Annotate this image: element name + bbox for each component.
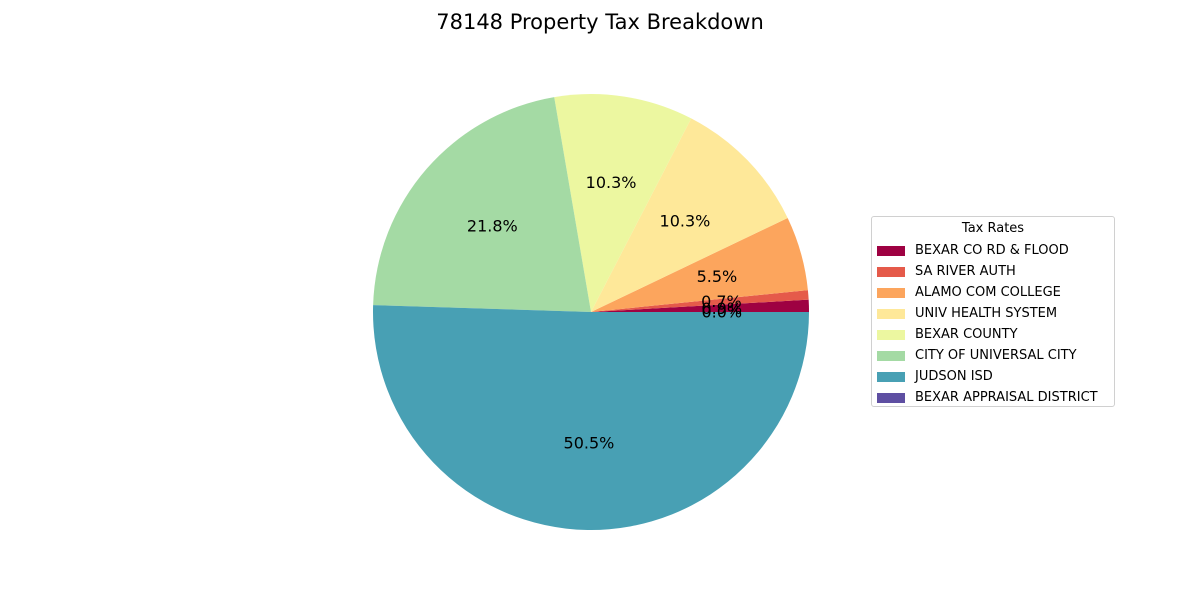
slice-label-univ-health-system: 10.3%: [660, 211, 711, 230]
legend-label: CITY OF UNIVERSAL CITY: [915, 348, 1077, 363]
pie-slice-judson-isd: [373, 305, 809, 531]
pie-slice-univ-health-system: [591, 118, 788, 312]
chart-title: 78148 Property Tax Breakdown: [436, 10, 764, 34]
legend-swatch: [877, 245, 905, 256]
pie-slice-alamo-com-college: [591, 217, 808, 312]
legend-label: BEXAR COUNTY: [915, 327, 1018, 342]
legend-label: UNIV HEALTH SYSTEM: [915, 306, 1058, 321]
legend-item-judson-isd: JUDSON ISD: [872, 366, 1114, 387]
pie-slice-sa-river-auth: [591, 290, 809, 312]
slice-label-sa-river-auth: 0.7%: [701, 292, 742, 311]
legend: Tax Rates BEXAR CO RD & FLOOD SA RIVER AU…: [871, 216, 1115, 407]
legend-swatch: [877, 266, 905, 277]
slice-label-judson-isd: 50.5%: [564, 433, 615, 452]
legend-item-city-of-universal-city: CITY OF UNIVERSAL CITY: [872, 345, 1114, 366]
pie-slice-bexar-co-rd-flood: [591, 299, 809, 312]
legend-item-univ-health-system: UNIV HEALTH SYSTEM: [872, 303, 1114, 324]
legend-item-alamo-com-college: ALAMO COM COLLEGE: [872, 282, 1114, 303]
slice-label-alamo-com-college: 5.5%: [697, 267, 738, 286]
legend-label: ALAMO COM COLLEGE: [915, 285, 1061, 300]
legend-label: BEXAR APPRAISAL DISTRICT: [915, 390, 1098, 405]
legend-swatch: [877, 350, 905, 361]
legend-item-bexar-county: BEXAR COUNTY: [872, 324, 1114, 345]
legend-swatch: [877, 308, 905, 319]
pie-slice-city-of-universal-city: [373, 97, 591, 312]
legend-label: SA RIVER AUTH: [915, 264, 1016, 279]
slice-label-bexar-co-rd-flood: 0.9%: [701, 299, 742, 318]
legend-swatch: [877, 287, 905, 298]
slice-label-bexar-county: 10.3%: [586, 173, 637, 192]
slice-label-city-of-universal-city: 21.8%: [467, 217, 518, 236]
legend-item-bexar-co-rd-flood: BEXAR CO RD & FLOOD: [872, 240, 1114, 261]
legend-label: JUDSON ISD: [915, 369, 993, 384]
legend-title: Tax Rates: [961, 221, 1025, 236]
legend-swatch: [877, 392, 905, 403]
pie-slice-bexar-county: [554, 93, 692, 312]
slice-label-bexar-appraisal-district: 0.0%: [701, 303, 742, 322]
legend-item-sa-river-auth: SA RIVER AUTH: [872, 261, 1114, 282]
legend-swatch: [877, 371, 905, 382]
legend-label: BEXAR CO RD & FLOOD: [915, 243, 1069, 258]
legend-item-bexar-appraisal-district: BEXAR APPRAISAL DISTRICT: [872, 387, 1114, 408]
legend-swatch: [877, 329, 905, 340]
